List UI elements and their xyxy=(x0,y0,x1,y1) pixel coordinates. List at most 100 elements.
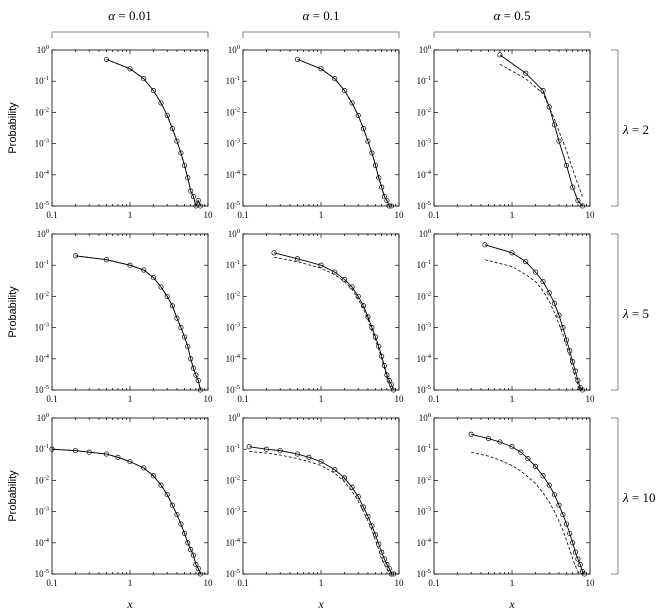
data-point xyxy=(277,448,283,454)
y-tick-label: 10-5 xyxy=(226,200,240,211)
data-point xyxy=(384,562,390,568)
y-tick-label: 10-2 xyxy=(417,474,431,485)
data-point xyxy=(567,530,573,536)
plot-frame xyxy=(242,233,400,391)
data-point xyxy=(169,126,175,132)
y-axis-labels: Probability Probability Probability xyxy=(7,102,19,522)
row-bracket-2 xyxy=(611,417,619,575)
x-tick-label: 1 xyxy=(319,394,324,404)
data-point xyxy=(551,300,557,306)
panel-r0-c0: 0.1 1 10 100 10-1 10-2 10-3 10-4 10-5 xyxy=(35,44,213,220)
y-tick-label: 10-3 xyxy=(417,322,431,333)
data-point xyxy=(332,76,338,82)
data-point xyxy=(376,541,382,547)
y-tick-label: 10-5 xyxy=(417,568,431,579)
y-tick-label: 10-3 xyxy=(417,506,431,517)
data-point xyxy=(546,482,552,488)
data-point xyxy=(158,482,164,488)
y-tick-label: 100 xyxy=(419,228,431,239)
data-point xyxy=(540,278,546,285)
y-tick-label: 10-3 xyxy=(226,138,240,149)
plot-frame xyxy=(242,417,400,575)
y-tick-label: 10-1 xyxy=(417,443,431,454)
theory-curve xyxy=(249,451,394,575)
y-tick-label: 10-4 xyxy=(35,353,50,364)
x-tick-label: 10 xyxy=(395,210,405,220)
data-point xyxy=(190,365,196,371)
data-point xyxy=(509,250,515,256)
data-point xyxy=(482,242,488,248)
data-point xyxy=(372,162,379,168)
data-point xyxy=(103,451,110,457)
data-point xyxy=(127,262,133,268)
data-point xyxy=(174,138,180,144)
x-tick-label: 0.1 xyxy=(237,578,248,588)
x-axis-label-col-1: x xyxy=(317,597,324,611)
x-tick-label: 10 xyxy=(204,578,214,588)
x-axis-label-col-2: x xyxy=(508,597,515,611)
data-point xyxy=(384,372,390,378)
data-point xyxy=(355,494,361,500)
y-tick-label: 10-1 xyxy=(417,259,431,270)
data-point xyxy=(127,66,133,72)
data-point xyxy=(468,431,474,437)
data-point xyxy=(556,312,562,318)
y-tick-label: 100 xyxy=(419,44,431,55)
panel-r1-c1: 0.1 1 10 100 10-1 10-2 10-3 10-4 10-5 xyxy=(226,228,404,404)
data-point xyxy=(355,293,361,299)
y-tick-label: 10-1 xyxy=(35,75,49,86)
y-tick-label: 100 xyxy=(228,228,240,239)
row-bracket-0 xyxy=(611,49,619,207)
col-bracket-2 xyxy=(433,31,591,38)
data-point xyxy=(546,104,552,110)
y-tick-label: 10-2 xyxy=(35,290,49,301)
data-point xyxy=(164,293,170,299)
y-tick-label: 10-3 xyxy=(226,506,240,517)
data-point xyxy=(169,502,175,508)
theory-curve xyxy=(471,451,585,575)
x-axis-labels: x x x xyxy=(126,597,515,611)
data-point xyxy=(103,257,110,263)
y-tick-label: 10-3 xyxy=(35,138,49,149)
data-point xyxy=(306,454,312,460)
data-point xyxy=(349,100,355,106)
x-tick-label: 1 xyxy=(510,210,515,220)
y-tick-label: 10-4 xyxy=(226,169,241,180)
panel-r1-c2: 0.1 1 10 100 10-1 10-2 10-3 10-4 10-5 xyxy=(417,228,595,404)
data-point xyxy=(174,315,180,321)
data-point xyxy=(388,571,394,577)
data-point xyxy=(379,353,385,359)
y-tick-label: 10-2 xyxy=(35,106,49,117)
panel-r2-c2: 0.1 1 10 100 10-1 10-2 10-3 10-4 10-5 xyxy=(417,412,595,588)
simulation-curve xyxy=(273,252,394,391)
y-tick-label: 10-2 xyxy=(226,474,240,485)
column-headers: α = 0.01 α = 0.1 α = 0.5 xyxy=(51,8,591,38)
data-point xyxy=(546,290,552,296)
data-point xyxy=(193,562,199,568)
data-point xyxy=(193,372,199,378)
data-point xyxy=(294,56,301,62)
data-point xyxy=(158,100,164,106)
data-point xyxy=(376,343,382,349)
plot-frame xyxy=(433,49,591,207)
data-point xyxy=(141,267,147,273)
y-tick-label: 10-2 xyxy=(35,474,49,485)
y-tick-label: 10-1 xyxy=(226,443,240,454)
data-point xyxy=(560,325,566,331)
y-tick-label: 10-4 xyxy=(226,537,241,548)
data-point xyxy=(332,467,338,473)
data-point xyxy=(577,562,583,568)
col-bracket-0 xyxy=(51,31,209,38)
data-point xyxy=(551,492,557,498)
data-point xyxy=(360,126,366,132)
data-point xyxy=(581,571,588,577)
y-tick-label: 10-5 xyxy=(35,568,49,579)
data-point xyxy=(185,540,191,546)
data-point xyxy=(386,565,392,572)
row-header-2: λ = 10 xyxy=(622,490,655,505)
y-tick-label: 10-5 xyxy=(417,384,431,395)
data-point xyxy=(390,571,397,577)
data-point xyxy=(390,387,397,393)
y-tick-label: 100 xyxy=(419,412,431,423)
